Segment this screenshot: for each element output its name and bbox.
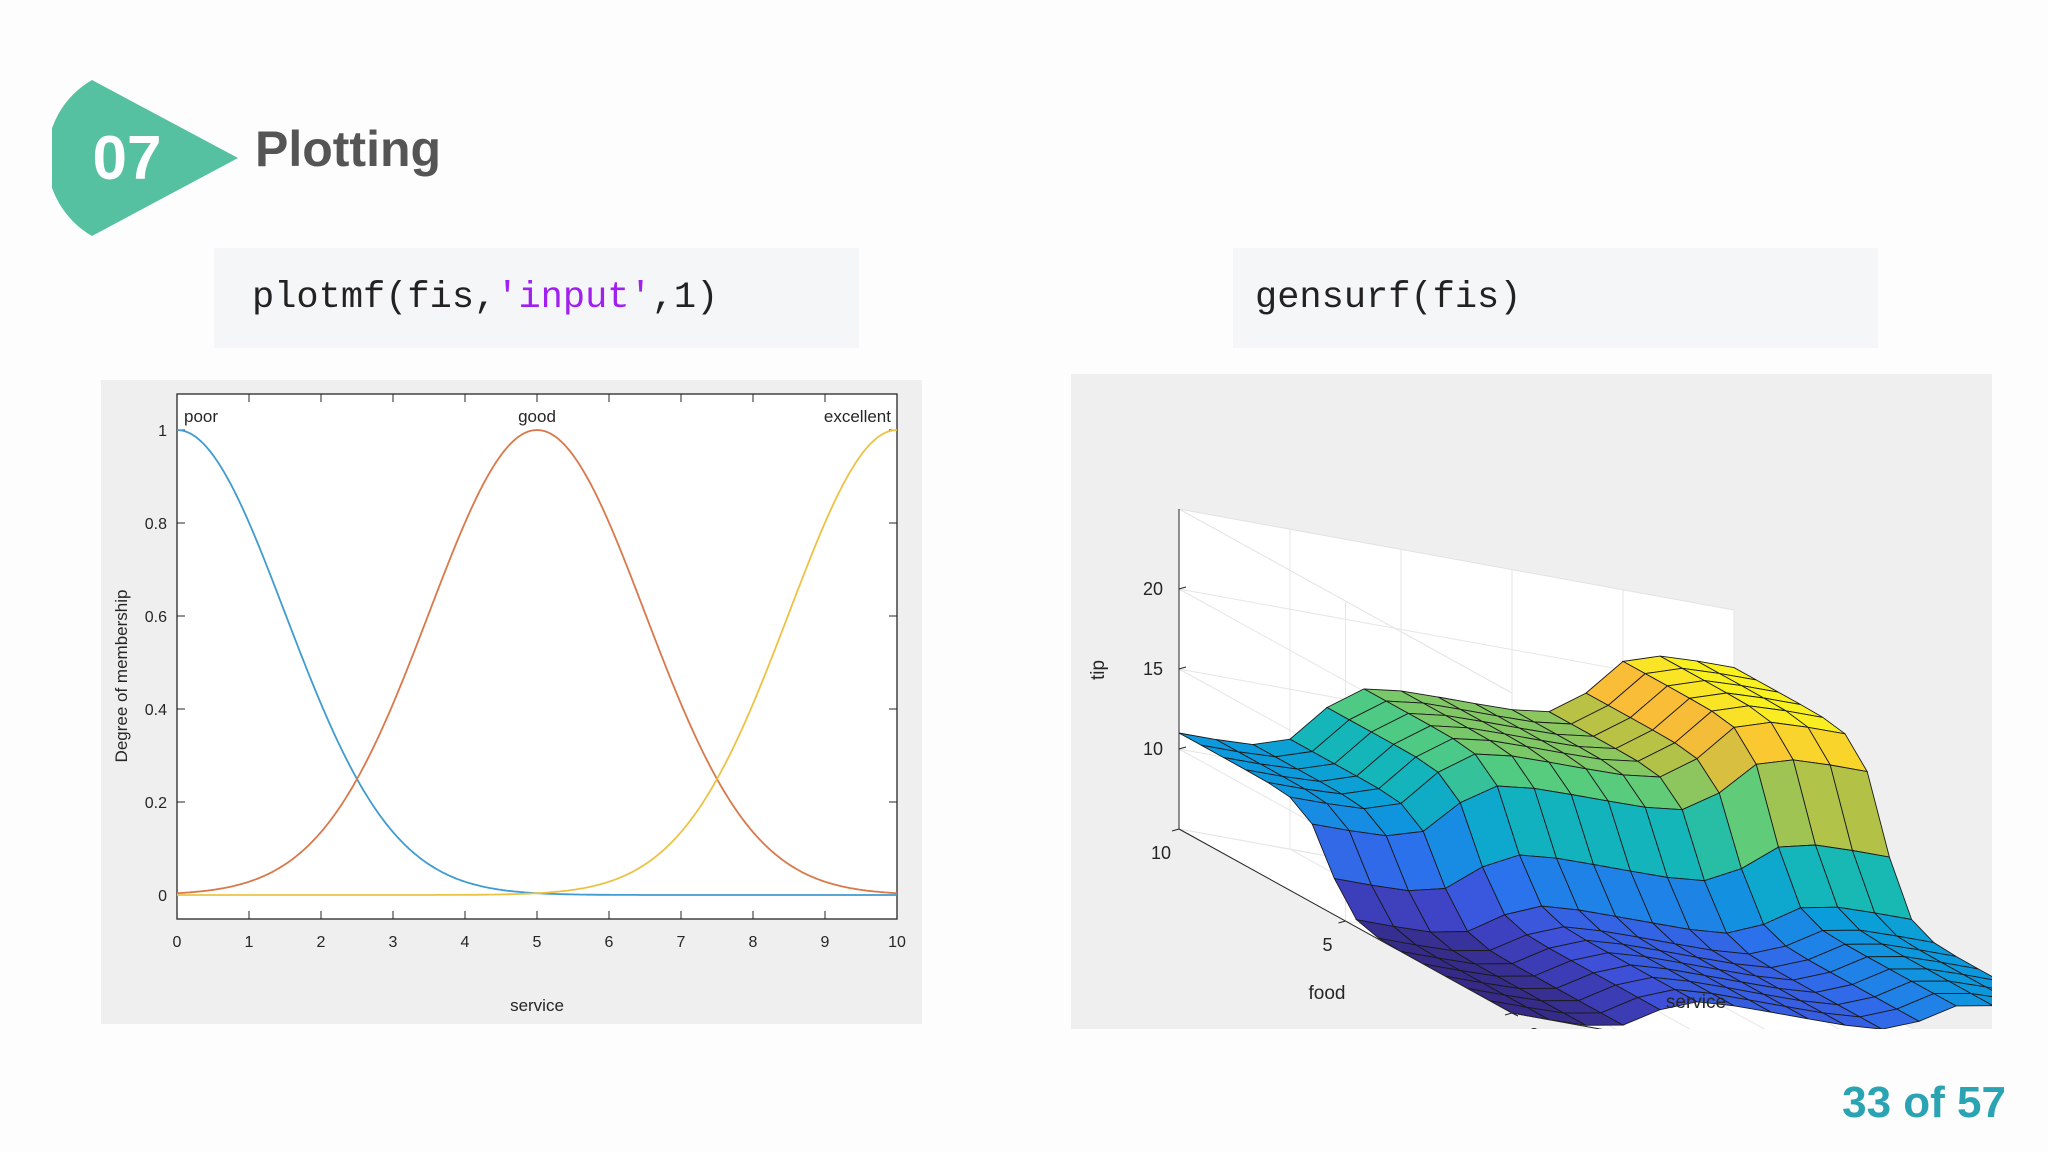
food-tick-label: 5 — [1322, 935, 1332, 955]
food-axis-label: food — [1309, 983, 1346, 1004]
tip-tick-mark — [1178, 746, 1187, 750]
food-tick-mark — [1338, 920, 1346, 924]
x-axis-label: service — [510, 996, 564, 1015]
tip-tick-label: 20 — [1143, 579, 1163, 599]
code-snippet-gensurf: gensurf(fis) — [1233, 248, 1878, 348]
x-tick-label: 9 — [821, 934, 830, 951]
series-line-excellent — [177, 429, 898, 896]
series-label-poor: poor — [184, 407, 218, 426]
badge-fill — [52, 80, 238, 236]
x-tick-label: 5 — [533, 934, 542, 951]
y-tick-label: 1 — [158, 423, 167, 440]
x-tick-label: 1 — [245, 934, 254, 951]
membership-chart: 0 1 2 3 4 5 6 7 8 9 10 0 0.2 0.4 0.6 0.8 1 poor good exce… — [112, 393, 906, 1015]
code-plotmf-string: 'input' — [496, 277, 652, 319]
y-axis-label: Degree of membership — [112, 590, 131, 763]
membership-chart-panel: 0 1 2 3 4 5 6 7 8 9 10 0 0.2 0.4 0.6 0.8 1 poor good exce… — [101, 380, 922, 1024]
series-label-excellent: excellent — [824, 407, 891, 426]
section-badge — [52, 80, 238, 236]
x-tick-label: 6 — [605, 934, 614, 951]
surface-chart-panel: 02468100510101520 tip food service — [1071, 374, 1992, 1029]
series-label-good: good — [518, 407, 556, 426]
plot-area — [176, 393, 898, 920]
surface-chart: 02468100510101520 tip food service — [1088, 508, 1992, 1029]
food-axis-line — [1178, 828, 1513, 1014]
y-tick-label: 0 — [158, 888, 167, 905]
code-plotmf-suffix: ,1) — [651, 277, 719, 319]
x-tick-label: 0 — [173, 934, 182, 951]
food-tick-mark — [1171, 828, 1180, 832]
x-tick-label: 10 — [888, 934, 906, 951]
code-gensurf-text: gensurf(fis) — [1255, 277, 1522, 319]
x-tick-label: 7 — [677, 934, 686, 951]
tip-tick-label: 10 — [1143, 739, 1163, 759]
x-tick-label: 8 — [749, 934, 758, 951]
page-indicator: 33 of 57 — [1842, 1078, 2006, 1127]
service-tick-label: 0 — [1529, 1025, 1539, 1029]
x-tick-label: 3 — [389, 934, 398, 951]
code-plotmf-prefix: plotmf(fis, — [252, 277, 497, 319]
y-tick-label: 0.8 — [145, 516, 167, 533]
badge-shape-icon — [52, 80, 238, 236]
food-tick-mark — [1504, 1012, 1513, 1016]
x-tick-label: 2 — [317, 934, 326, 951]
food-tick-label: 10 — [1151, 843, 1171, 863]
series-line-good — [176, 429, 898, 895]
section-number: 07 — [92, 123, 162, 193]
tip-tick-label: 15 — [1143, 659, 1163, 679]
y-tick-label: 0.2 — [145, 795, 167, 812]
z-axis-label: tip — [1088, 660, 1109, 680]
y-tick-label: 0.4 — [145, 702, 167, 719]
tip-tick-mark — [1178, 586, 1187, 590]
tip-tick-mark — [1178, 666, 1187, 670]
code-snippet-plotmf: plotmf(fis,'input' ,1) — [214, 248, 859, 348]
y-tick-label: 0.6 — [145, 609, 167, 626]
service-axis-label: service — [1666, 992, 1726, 1013]
page-title: Plotting — [255, 121, 442, 177]
x-tick-label: 4 — [461, 934, 470, 951]
food-tick-label: 0 — [1489, 1027, 1499, 1029]
